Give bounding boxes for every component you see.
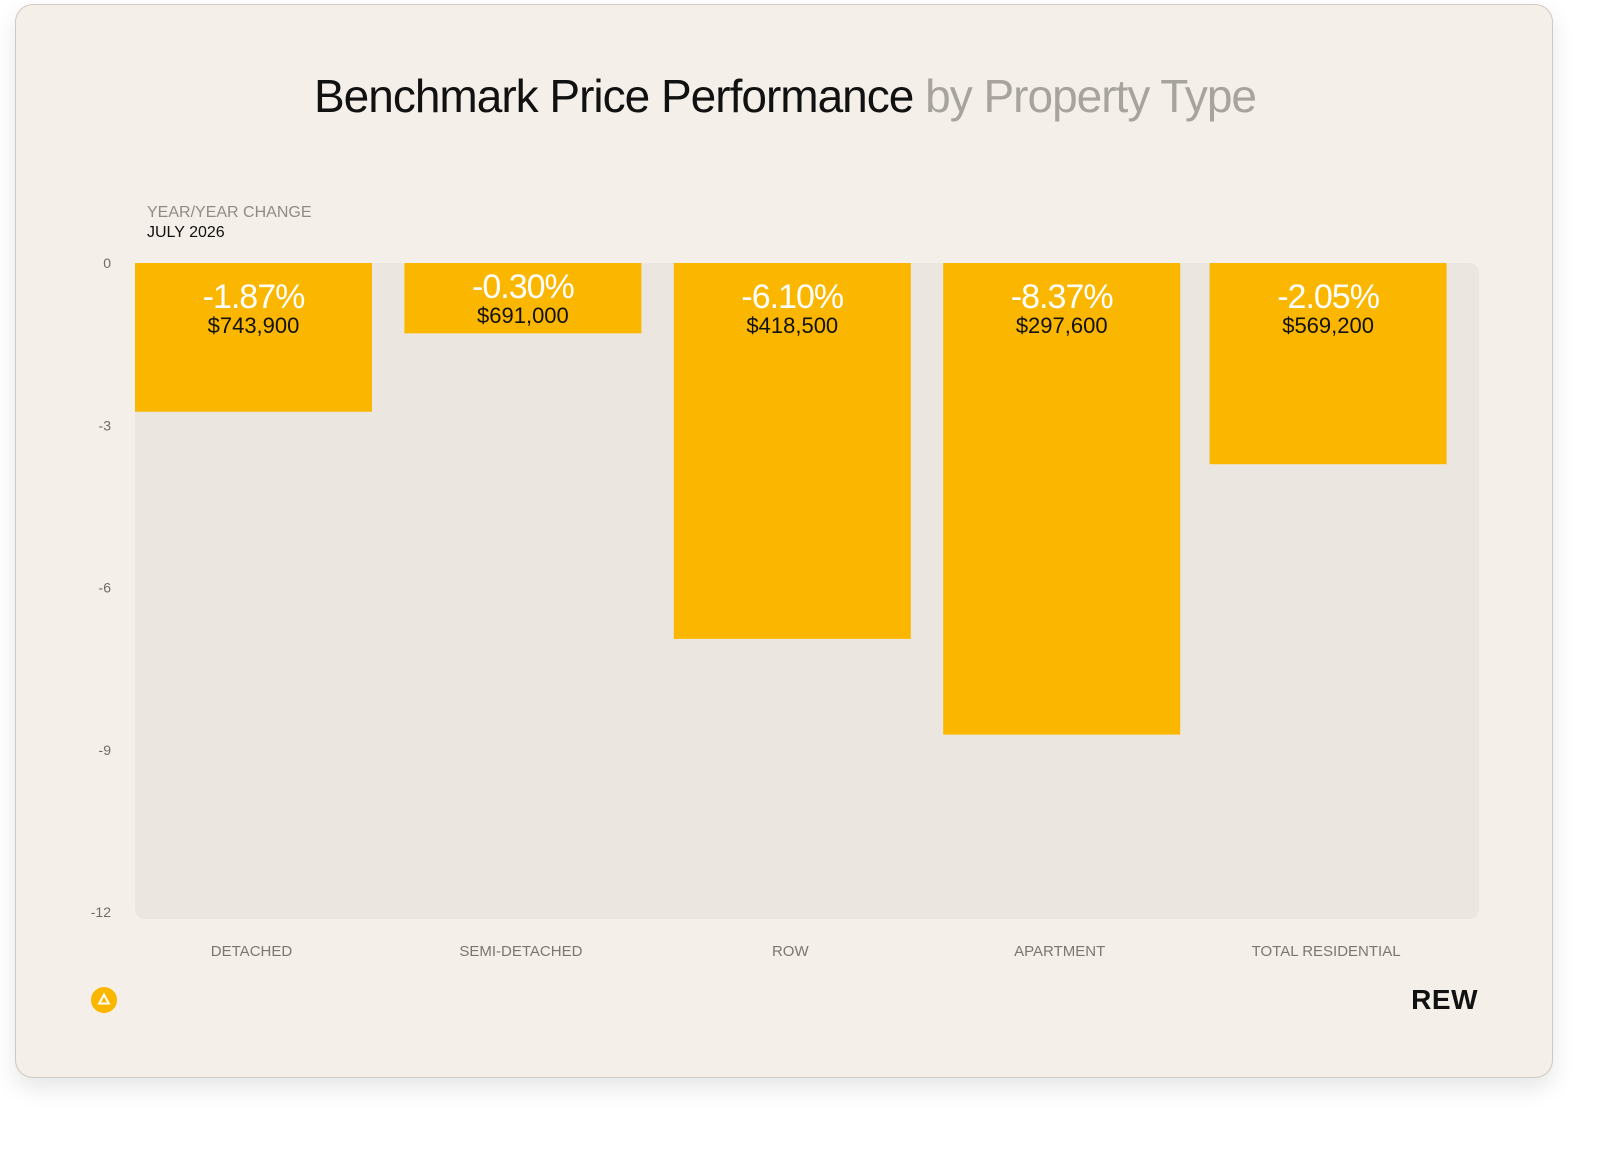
brand-logo: REW xyxy=(1411,984,1478,1015)
x-category-label: APARTMENT xyxy=(1014,943,1105,960)
bar-percent-label: -1.87% xyxy=(203,278,305,316)
x-category-label: SEMI-DETACHED xyxy=(459,943,582,960)
bar-total-residential xyxy=(1209,263,1447,465)
x-category-label: DETACHED xyxy=(211,943,293,960)
y-tick-label: -3 xyxy=(99,417,112,433)
bar-price-label: $743,900 xyxy=(208,313,300,338)
metric-caption: YEAR/YEAR CHANGE xyxy=(147,204,312,221)
bar-row xyxy=(673,263,911,639)
bar-percent-label: -2.05% xyxy=(1277,278,1379,316)
bar-semi-detached xyxy=(404,263,642,334)
bar-price-label: $418,500 xyxy=(746,313,838,338)
bar-percent-label: -0.30% xyxy=(472,268,574,306)
bar-percent-label: -8.37% xyxy=(1011,278,1113,316)
bar-price-label: $691,000 xyxy=(477,303,569,328)
x-category-label: ROW xyxy=(772,943,810,960)
bar-price-label: $297,600 xyxy=(1016,313,1108,338)
bar-detached xyxy=(135,263,372,412)
chart-title-main: Benchmark Price Performance xyxy=(313,70,914,122)
bar-apartment xyxy=(943,263,1181,735)
bar-percent-label: -6.10% xyxy=(741,278,843,316)
y-tick-label: -12 xyxy=(91,904,111,920)
y-tick-label: -9 xyxy=(99,742,112,758)
chart-title: Benchmark Price Performance by Property … xyxy=(0,66,1570,126)
chart-title-sub: by Property Type xyxy=(925,70,1257,122)
period-caption: JULY 2026 xyxy=(147,224,225,241)
x-category-label: TOTAL RESIDENTIAL xyxy=(1252,943,1401,960)
bar-price-label: $569,200 xyxy=(1282,313,1374,338)
y-tick-label: -6 xyxy=(99,580,112,596)
triangle-badge-icon xyxy=(91,987,117,1013)
y-tick-label: 0 xyxy=(103,255,111,271)
